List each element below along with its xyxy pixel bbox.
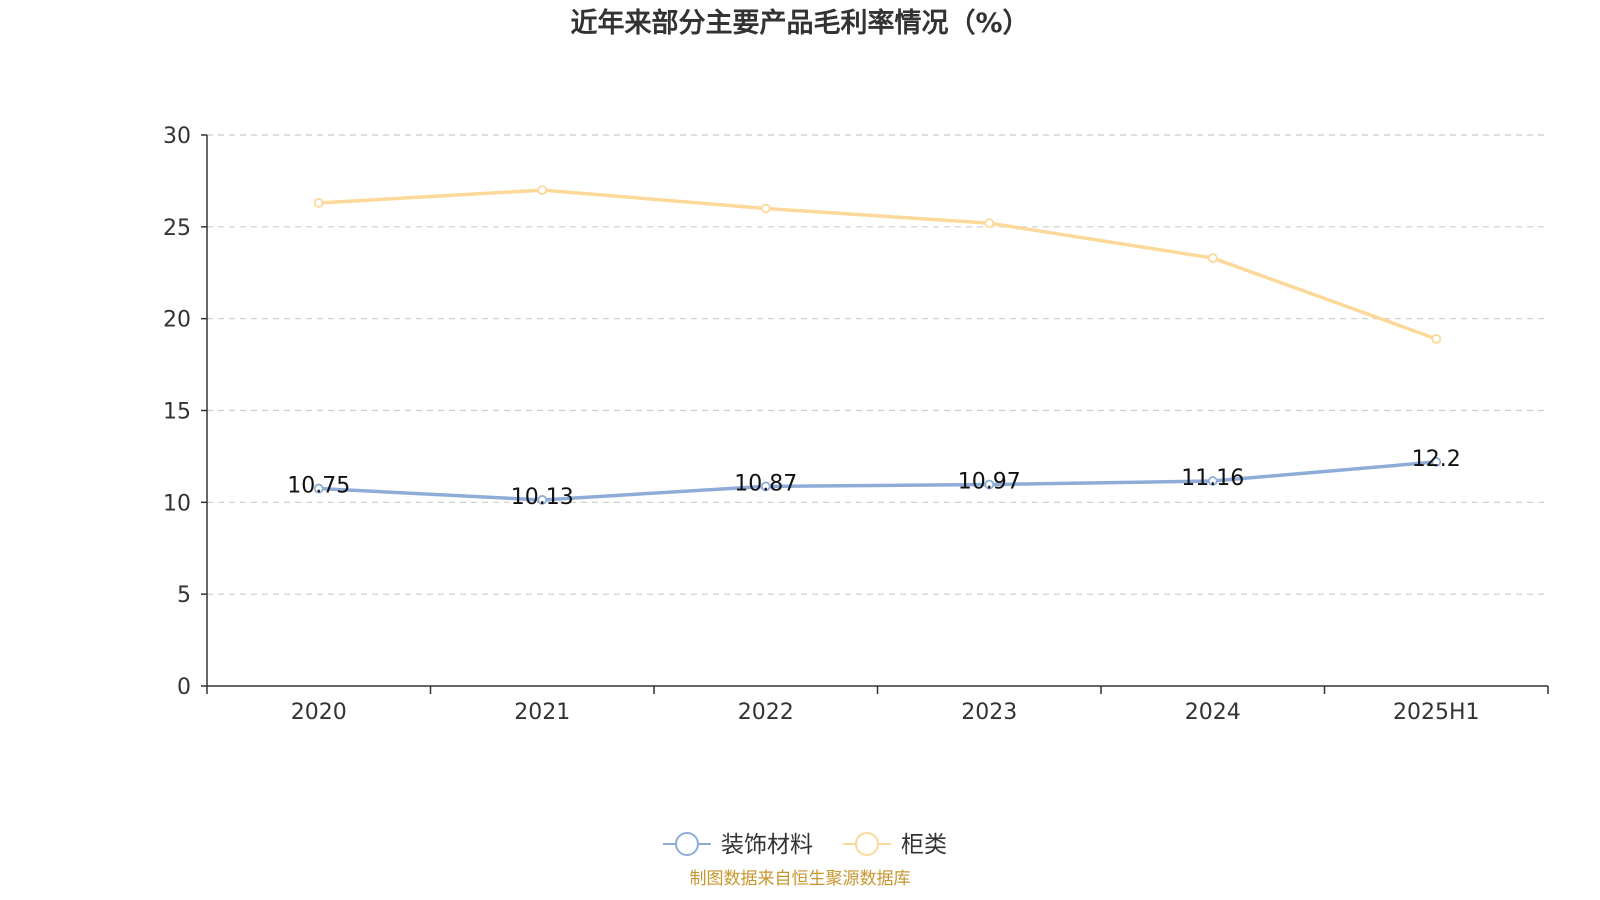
legend-label: 装饰材料 xyxy=(721,832,813,858)
x-tick-label: 2024 xyxy=(1185,700,1241,725)
series-装饰材料: 10.75 10.13 10.87 10.97 11.16 12.2 xyxy=(287,447,1460,510)
data-point xyxy=(537,495,548,505)
data-point xyxy=(760,203,771,214)
y-tick-label: 0 xyxy=(177,675,191,700)
data-label: 11.16 xyxy=(1181,466,1244,491)
series-line xyxy=(318,460,1437,502)
data-point xyxy=(984,218,995,229)
data-point xyxy=(313,483,324,494)
data-point xyxy=(984,479,995,490)
series-柜类 xyxy=(313,185,1442,344)
y-tick-label: 5 xyxy=(177,583,191,608)
data-point xyxy=(1207,253,1218,263)
y-tick-label: 25 xyxy=(163,216,191,241)
data-label: 12.2 xyxy=(1412,447,1461,472)
data-label: 10.87 xyxy=(734,471,797,496)
series-line xyxy=(318,188,1437,341)
legend-item: 装饰材料 xyxy=(663,832,813,858)
x-tick-label: 2023 xyxy=(961,700,1017,725)
data-label: 10.75 xyxy=(287,474,350,499)
data-label: 10.97 xyxy=(958,470,1021,495)
data-point xyxy=(1207,476,1218,486)
data-point xyxy=(1431,333,1442,344)
legend-item: 柜类 xyxy=(843,832,947,858)
y-tick-label: 20 xyxy=(163,308,191,333)
grid-lines xyxy=(207,134,1548,595)
data-point xyxy=(313,198,324,208)
source-note: 制图数据来自恒生聚源数据库 xyxy=(690,869,911,889)
data-point xyxy=(760,481,771,492)
legend-label: 柜类 xyxy=(901,832,947,858)
chart-title: 近年来部分主要产品毛利率情况（%） xyxy=(570,7,1029,39)
series-group: 10.75 10.13 10.87 10.97 11.16 12.2 xyxy=(287,185,1461,510)
y-tick-label: 10 xyxy=(163,491,191,516)
axes: 0 5 10 15 20 25 30 2020 2021 2022 2023 2024 2025H1 xyxy=(163,124,1549,725)
y-tick-label: 15 xyxy=(163,400,191,425)
y-tick-label: 30 xyxy=(163,124,191,149)
legend: 装饰材料 柜类 xyxy=(663,832,947,858)
data-point xyxy=(537,185,548,196)
data-point xyxy=(1431,457,1442,467)
data-label: 10.13 xyxy=(511,485,574,510)
x-tick-label: 2025H1 xyxy=(1393,700,1480,725)
x-tick-label: 2021 xyxy=(514,700,570,725)
legend-marker xyxy=(675,832,699,856)
x-tick-label: 2022 xyxy=(738,700,794,725)
legend-marker xyxy=(855,832,879,856)
x-tick-label: 2020 xyxy=(291,700,347,725)
